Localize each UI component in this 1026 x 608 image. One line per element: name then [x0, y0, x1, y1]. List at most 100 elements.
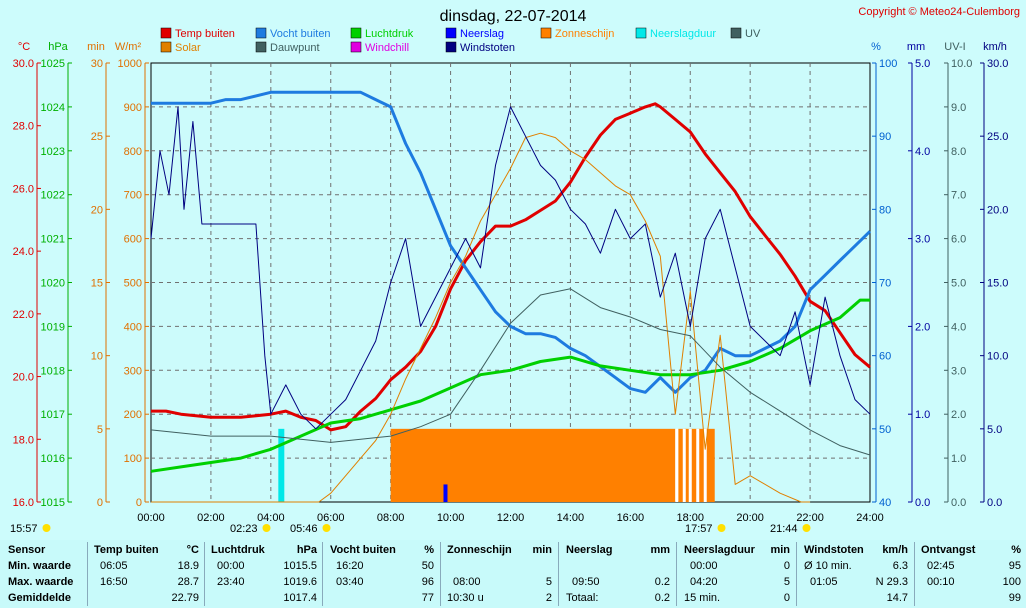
stats-gusts-min-time: Ø 10 min.: [804, 560, 852, 572]
tick-label-sunshine_min: 25: [91, 131, 103, 143]
stats-humidity-max-time: 03:40: [336, 576, 364, 588]
x-tick-label: 12:00: [497, 512, 525, 524]
tick-label-wind_kmh: 30.0: [987, 58, 1008, 70]
tick-label-humidity_pct: 80: [879, 204, 891, 216]
legend-label: Zonneschijn: [555, 28, 614, 40]
legend-swatch: [350, 27, 362, 39]
legend-swatch: [160, 41, 172, 53]
tick-label-rain_mm: 4.0: [915, 146, 930, 158]
stats-rain-avg-val: 0.2: [654, 592, 670, 604]
sunshine-bar: [678, 428, 687, 502]
stats-col-temp: Temp buiten °C 06:05 18.9 16:50 28.7 22.79: [94, 540, 199, 608]
stats-received-min-time: 02:45: [927, 560, 955, 572]
stats-pressure-min-val: 1015.5: [283, 560, 317, 572]
sun-mark-icon: [802, 524, 811, 532]
stats-rain-max-val: 0.2: [654, 576, 670, 588]
sunshine-bar: [706, 428, 715, 502]
tick-label-humidity_pct: 40: [879, 497, 891, 509]
legend-swatch: [160, 27, 172, 39]
tick-label-wind_kmh: 15.0: [987, 278, 1008, 290]
stats-pressure-min-time: 00:00: [217, 560, 245, 572]
stats-temp-max-val: 28.7: [177, 576, 199, 588]
stats-divider: [676, 542, 677, 606]
tick-label-sunshine_min: 5: [97, 424, 103, 436]
legend-label: Neerslag: [460, 28, 504, 40]
tick-label-temp_c: 24.0: [13, 246, 34, 258]
stats-rainduration-header: Neerslagduur: [684, 544, 755, 556]
tick-label-wind_kmh: 20.0: [987, 204, 1008, 216]
tick-label-wind_kmh: 0.0: [987, 497, 1002, 509]
rain-duration-bar: [278, 428, 285, 502]
tick-label-humidity_pct: 100: [879, 58, 897, 70]
stats-sunshine-header: Zonneschijn: [447, 544, 512, 556]
tick-label-temp_c: 18.0: [13, 434, 34, 446]
tick-label-uv: 10.0: [951, 58, 972, 70]
tick-label-solar_wm2: 800: [124, 146, 142, 158]
stats-humidity-min-val: 50: [421, 560, 434, 572]
legend-swatch: [635, 27, 647, 39]
sunshine-bar: [684, 428, 693, 502]
sunshine-gap: [682, 428, 686, 502]
stats-humidity-max-val: 96: [421, 576, 434, 588]
stats-header-sensor: Sensor: [8, 544, 46, 556]
copyright-text: Copyright © Meteo24-Culemborg: [858, 6, 1020, 18]
series-line-windstoten: [150, 106, 871, 430]
stats-rainduration-min-val: 0: [783, 560, 790, 572]
tick-label-uv: 6.0: [951, 234, 966, 246]
tick-label-wind_kmh: 25.0: [987, 131, 1008, 143]
tick-label-temp_c: 26.0: [13, 183, 34, 195]
axis-unit-humidity_pct: %: [871, 41, 881, 53]
tick-label-pressure_hpa: 1020: [41, 278, 65, 290]
sun-mark-moonset: 17:57: [685, 523, 713, 535]
tick-label-wind_kmh: 5.0: [987, 424, 1002, 436]
legend-label: Dauwpunt: [270, 42, 320, 54]
tick-label-pressure_hpa: 1018: [41, 365, 65, 377]
weather-chart: 30.0 28.0 26.0 24.0 22.0 20.0 18.0 16.0 1025 1024…: [0, 0, 1026, 540]
axis-unit-uv: UV-I: [944, 41, 965, 53]
stats-col-gusts: Windstoten km/h Ø 10 min. 6.3 01:05 N 29.3 …: [804, 540, 908, 608]
stats-temp-max-time: 16:50: [100, 576, 128, 588]
legend-swatch: [255, 27, 267, 39]
legend-swatch: [445, 27, 457, 39]
stats-rainduration-max-val: 5: [783, 576, 790, 588]
stats-humidity-avg-val: 77: [421, 592, 434, 604]
tick-label-uv: 8.0: [951, 146, 966, 158]
tick-label-solar_wm2: 500: [124, 278, 142, 290]
legend-label: Solar: [175, 42, 201, 54]
stats-gusts-avg-val: 14.7: [886, 592, 908, 604]
stats-received-unit: %: [1011, 544, 1021, 556]
sun-mark-sunrise: 05:46: [290, 523, 318, 535]
tick-label-temp_c: 20.0: [13, 372, 34, 384]
stats-divider: [914, 542, 915, 606]
stats-rain-unit: mm: [650, 544, 670, 556]
x-tick-label: 18:00: [676, 512, 704, 524]
stats-sunshine-max-time: 08:00: [453, 576, 481, 588]
tick-label-solar_wm2: 200: [124, 409, 142, 421]
sun-mark-moon: 15:57: [10, 523, 38, 535]
stats-temp-min-time: 06:05: [100, 560, 128, 572]
stats-rainduration-min-time: 00:00: [690, 560, 718, 572]
stats-received-header: Ontvangst: [921, 544, 976, 556]
stats-received-min-val: 95: [1008, 560, 1021, 572]
x-tick-label: 00:00: [137, 512, 165, 524]
tick-label-rain_mm: 2.0: [915, 321, 930, 333]
tick-label-humidity_pct: 50: [879, 424, 891, 436]
stats-gusts-max-time: 01:05: [810, 576, 838, 588]
legend-label: UV: [745, 28, 761, 40]
stats-label-max: Max. waarde: [8, 576, 74, 588]
legend-swatch: [255, 41, 267, 53]
tick-label-solar_wm2: 400: [124, 321, 142, 333]
tick-label-temp_c: 28.0: [13, 121, 34, 133]
stats-rainduration-avg-time: 15 min.: [684, 592, 721, 604]
stats-rainduration-unit: min: [770, 544, 790, 556]
stats-col-humidity: Vocht buiten% 16:20 50 03:40 96 77: [330, 540, 434, 608]
legend-swatch: [730, 27, 742, 39]
stats-col-received: Ontvangst% 02:45 95 00:10 100 99: [921, 540, 1021, 608]
stats-received-avg-val: 99: [1008, 592, 1021, 604]
tick-label-pressure_hpa: 1017: [41, 409, 65, 421]
axis-unit-sunshine_min: min: [87, 41, 105, 53]
tick-label-uv: 9.0: [951, 102, 966, 114]
tick-label-sunshine_min: 15: [91, 278, 103, 290]
stats-pressure-avg-val: 1017.4: [283, 592, 317, 604]
tick-label-solar_wm2: 100: [124, 453, 142, 465]
